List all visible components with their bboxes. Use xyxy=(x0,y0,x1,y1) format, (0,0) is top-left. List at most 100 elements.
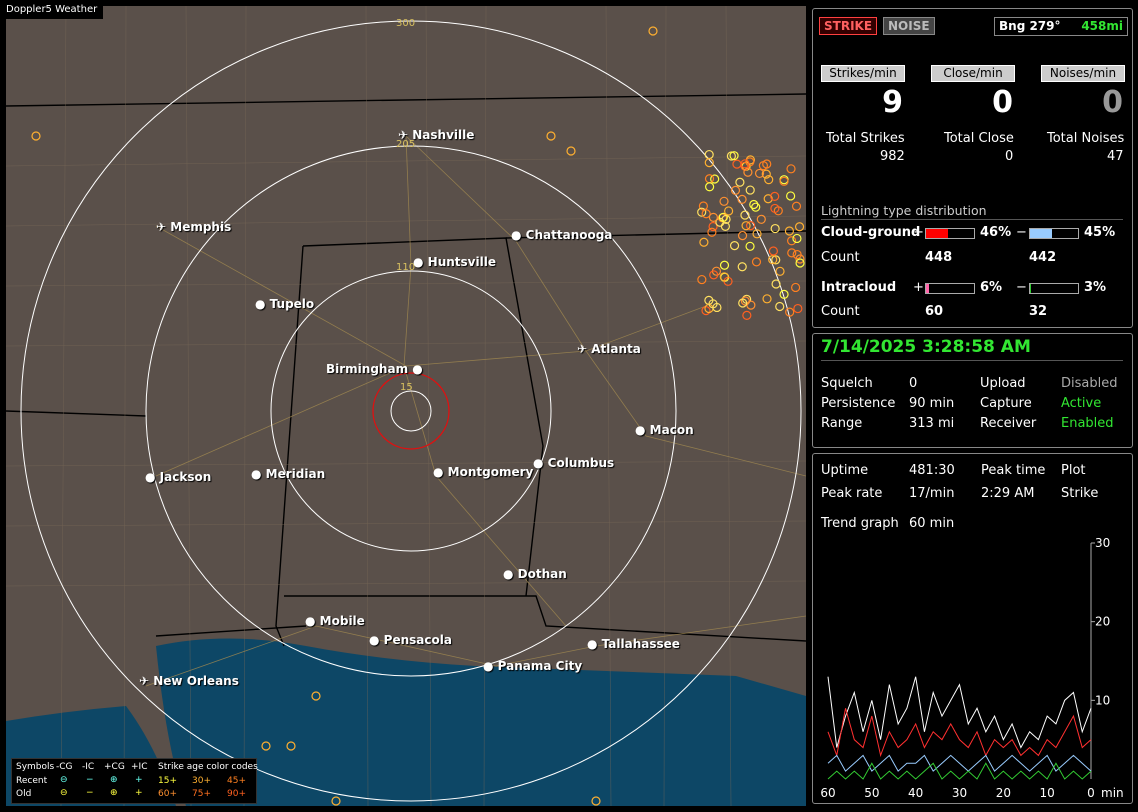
trend-graph-value[interactable]: 60 min xyxy=(909,516,955,531)
peak-time-label: Peak time xyxy=(981,463,1046,478)
ic-plus-percent: 6% xyxy=(980,280,1003,295)
strike-marker xyxy=(740,296,751,306)
upload-value[interactable]: Disabled xyxy=(1061,376,1118,391)
strike-marker xyxy=(331,796,341,806)
legend-ic-plus: +IC xyxy=(131,762,148,772)
strike-marker xyxy=(768,255,778,265)
squelch-label: Squelch xyxy=(821,376,873,391)
cg-minus-bar xyxy=(1029,228,1079,239)
range-value[interactable]: 313 mi xyxy=(909,416,955,431)
strike-marker xyxy=(730,185,741,195)
city-nashville[interactable]: ✈ Nashville xyxy=(398,128,475,142)
strike-marker xyxy=(732,159,742,169)
strike-marker xyxy=(709,270,719,280)
city-dot-icon: ● xyxy=(145,470,156,484)
capture-value[interactable]: Active xyxy=(1061,396,1102,411)
strikes-per-min-button[interactable]: Strikes/min xyxy=(821,65,905,82)
city-chattanooga[interactable]: ● Chattanooga xyxy=(511,228,613,242)
city-dot-icon: ● xyxy=(635,423,646,437)
legend-cg-minus: -CG xyxy=(56,762,73,772)
city-macon[interactable]: ● Macon xyxy=(635,423,694,437)
city-montgomery[interactable]: ● Montgomery xyxy=(433,465,534,479)
strike-marker xyxy=(699,237,709,247)
strike-marker xyxy=(745,185,755,195)
strike-marker xyxy=(751,257,762,267)
strike-marker xyxy=(742,310,752,321)
ic-minus-fill xyxy=(1030,284,1032,293)
close-per-min-button[interactable]: Close/min xyxy=(931,65,1015,82)
legend-symbols-label: Symbols xyxy=(16,762,55,772)
strike-marker xyxy=(705,182,715,192)
city-jackson[interactable]: ● Jackson xyxy=(145,470,212,484)
county-lines xyxy=(6,6,806,806)
ic-plus-count: 60 xyxy=(925,304,944,319)
x-tick-label: 40 xyxy=(908,786,923,800)
city-dot-icon: ● xyxy=(533,456,544,470)
strike-marker xyxy=(791,201,802,211)
strike-marker xyxy=(793,303,803,314)
strike-marker xyxy=(749,199,759,210)
strike-marker xyxy=(756,214,766,224)
tab-strike[interactable]: STRIKE xyxy=(819,17,878,35)
total-strikes-value: 982 xyxy=(880,149,905,164)
lightning-map[interactable]: 300 205 110 15 ✈ Nashville ✈ Memphis ● C… xyxy=(6,6,806,806)
strike-marker xyxy=(261,741,271,751)
cg-plus-percent: 46% xyxy=(980,225,1012,240)
plot-value[interactable]: Strike xyxy=(1061,486,1099,501)
city-pensacola[interactable]: ● Pensacola xyxy=(369,633,452,647)
upload-label: Upload xyxy=(980,376,1026,391)
city-new-orleans[interactable]: ✈ New Orleans xyxy=(139,674,239,688)
strike-marker xyxy=(311,691,321,701)
city-tallahassee[interactable]: ● Tallahassee xyxy=(587,637,680,651)
city-birmingham[interactable]: Birmingham ● xyxy=(326,362,423,376)
persistence-value[interactable]: 90 min xyxy=(909,396,955,411)
uptime-value: 481:30 xyxy=(909,463,955,478)
legend-cg-plus: +CG xyxy=(104,762,125,772)
strike-marker xyxy=(740,159,750,169)
receiver-value[interactable]: Enabled xyxy=(1061,416,1114,431)
cg-minus-sign: − xyxy=(1016,225,1027,240)
noises-per-min-button[interactable]: Noises/min xyxy=(1041,65,1125,82)
city-columbus[interactable]: ● Columbus xyxy=(533,456,615,470)
city-dot-icon: ● xyxy=(503,567,514,581)
persistence-label: Persistence xyxy=(821,396,896,411)
city-meridian[interactable]: ● Meridian xyxy=(251,467,326,481)
ic-plus-fill xyxy=(926,284,929,293)
airport-icon: ✈ xyxy=(577,342,588,356)
strike-marker xyxy=(745,157,755,167)
strike-marker xyxy=(795,258,805,268)
cg-minus-percent: 45% xyxy=(1084,225,1116,240)
tab-noise[interactable]: NOISE xyxy=(883,17,935,35)
strike-marker xyxy=(787,236,797,246)
city-memphis[interactable]: ✈ Memphis xyxy=(156,220,232,234)
strike-marker xyxy=(751,202,761,212)
legend-ic-minus: -IC xyxy=(82,762,95,772)
x-tick-label: 10 xyxy=(1040,786,1055,800)
strike-marker xyxy=(697,274,707,285)
strike-marker xyxy=(719,260,730,270)
city-tupelo[interactable]: ● Tupelo xyxy=(255,297,315,311)
squelch-value[interactable]: 0 xyxy=(909,376,918,391)
strike-marker xyxy=(31,131,41,141)
strike-marker xyxy=(648,26,658,36)
strike-marker xyxy=(794,222,805,232)
strike-marker xyxy=(745,221,756,231)
city-atlanta[interactable]: ✈ Atlanta xyxy=(577,342,641,356)
strike-marker xyxy=(754,168,765,179)
city-huntsville[interactable]: ● Huntsville xyxy=(413,255,496,269)
x-tick-label: 20 xyxy=(996,786,1011,800)
ring-label-15: 15 xyxy=(400,382,413,393)
old-cg-plus-icon: ⊕ xyxy=(110,788,118,798)
strike-marker xyxy=(721,214,731,224)
strike-marker xyxy=(764,175,774,185)
total-noises-label: Total Noises xyxy=(1047,131,1125,146)
strike-marker xyxy=(775,301,785,312)
ring-label-205: 205 xyxy=(396,139,416,150)
city-panama-city[interactable]: ● Panama City xyxy=(483,659,583,673)
city-dothan[interactable]: ● Dothan xyxy=(503,567,567,581)
settings-panel: 7/14/2025 3:28:58 AM Squelch 0 Upload Di… xyxy=(812,333,1133,448)
strike-marker xyxy=(719,196,729,206)
strike-marker xyxy=(724,206,734,216)
strike-marker xyxy=(698,201,709,211)
city-mobile[interactable]: ● Mobile xyxy=(305,614,365,628)
